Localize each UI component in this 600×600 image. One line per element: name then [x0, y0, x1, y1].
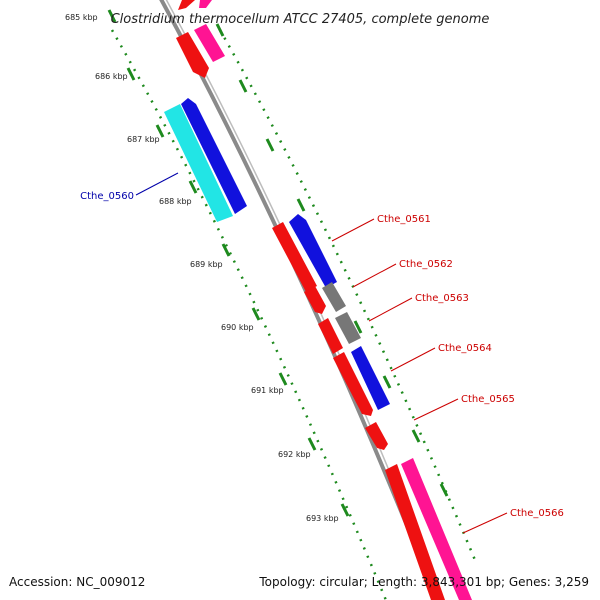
scale-tick-label: 691 kbp	[251, 386, 284, 395]
scale-tick-label: 689 kbp	[190, 260, 223, 269]
scale-tick-label: 692 kbp	[278, 450, 311, 459]
left-dotted-ruler	[110, 29, 388, 600]
gene-block-pink-top[interactable]	[194, 24, 225, 62]
gene-red-0563[interactable]	[318, 318, 343, 354]
scale-tick-mark-left	[126, 67, 136, 81]
gene-grey-0562[interactable]	[322, 282, 346, 312]
scale-tick-label: 688 kbp	[159, 197, 192, 206]
leader-cthe-0563	[368, 297, 413, 322]
leader-cthe-0562	[352, 263, 397, 288]
scale-tick-label: 687 kbp	[127, 135, 160, 144]
backbone-outer-line	[159, 0, 440, 600]
leader-cthe-0566	[462, 512, 508, 534]
map-title: Clostridium thermocellum ATCC 27405, com…	[111, 12, 490, 27]
gene-block-pink-top-edge	[199, 0, 212, 8]
gene-blue-0564[interactable]	[351, 346, 390, 410]
gene-red-0562[interactable]	[304, 286, 326, 314]
scale-tick-mark-left	[340, 503, 350, 517]
gene-label-cthe-0561[interactable]: Cthe_0561	[377, 214, 431, 225]
scale-tick-mark-right	[296, 198, 306, 212]
gene-pink-0566[interactable]	[401, 458, 472, 600]
scale-tick-label: 690 kbp	[221, 323, 254, 332]
gene-label-cthe-0564[interactable]: Cthe_0564	[438, 343, 492, 354]
scale-tick-mark-left	[251, 307, 261, 321]
ruler-guides	[110, 29, 477, 600]
accession-text: Accession: NC_009012	[9, 575, 145, 589]
gene-block-red-top-edge	[178, 0, 195, 10]
scale-tick-mark-left	[188, 180, 198, 194]
gene-label-cthe-0566[interactable]: Cthe_0566	[510, 508, 564, 519]
gene-cthe-0560-cyan[interactable]	[164, 104, 233, 222]
scale-tick-mark-left	[155, 124, 165, 138]
scale-tick-mark-right	[353, 320, 363, 334]
scale-tick-mark-right	[265, 138, 275, 152]
gene-cthe-0560-blue[interactable]	[181, 98, 247, 214]
gene-blue-0561[interactable]	[289, 214, 337, 288]
gene-grey-0563[interactable]	[335, 312, 361, 344]
gene-red-0566[interactable]	[385, 464, 445, 600]
topology-text: Topology: circular; Length: 3,843,301 bp…	[258, 575, 589, 589]
leader-cthe-0561	[331, 218, 375, 242]
scale-tick-mark-right	[238, 79, 248, 93]
scale-tick-mark-right	[439, 483, 449, 497]
scale-ticks: 685 kbp 686 kbp 687 kbp 688 kbp 689 kbp 690 k…	[65, 9, 449, 523]
gene-block-red-top[interactable]	[176, 32, 209, 78]
scale-tick-label: 686 kbp	[95, 72, 128, 81]
gene-red-0561[interactable]	[272, 222, 317, 292]
scale-tick-mark-right	[382, 375, 392, 389]
gene-labels: Cthe_0560 Cthe_0561 Cthe_0562 Cthe_0563 …	[80, 191, 564, 519]
scale-tick-label: 693 kbp	[306, 514, 339, 523]
leader-cthe-0564	[390, 347, 436, 372]
scale-tick-mark-right	[411, 429, 421, 443]
scale-tick-mark-left	[278, 372, 288, 386]
gene-label-cthe-0563[interactable]: Cthe_0563	[415, 293, 469, 304]
leader-cthe-0560	[135, 172, 179, 196]
leader-cthe-0565	[413, 398, 459, 421]
gene-red-0564[interactable]	[333, 352, 373, 416]
gene-label-cthe-0565[interactable]: Cthe_0565	[461, 394, 515, 405]
gene-features	[164, 0, 472, 600]
scale-tick-mark-left	[107, 9, 117, 23]
right-dotted-ruler	[218, 29, 477, 561]
label-leader-lines	[135, 172, 508, 534]
scale-tick-mark-left	[307, 437, 317, 451]
gene-label-cthe-0562[interactable]: Cthe_0562	[399, 259, 453, 270]
scale-tick-label: 685 kbp	[65, 13, 98, 22]
scale-tick-mark-right	[215, 23, 225, 37]
scale-tick-mark-left	[221, 243, 231, 257]
gene-red-0565[interactable]	[365, 422, 388, 450]
gene-label-cthe-0560[interactable]: Cthe_0560	[80, 191, 134, 202]
